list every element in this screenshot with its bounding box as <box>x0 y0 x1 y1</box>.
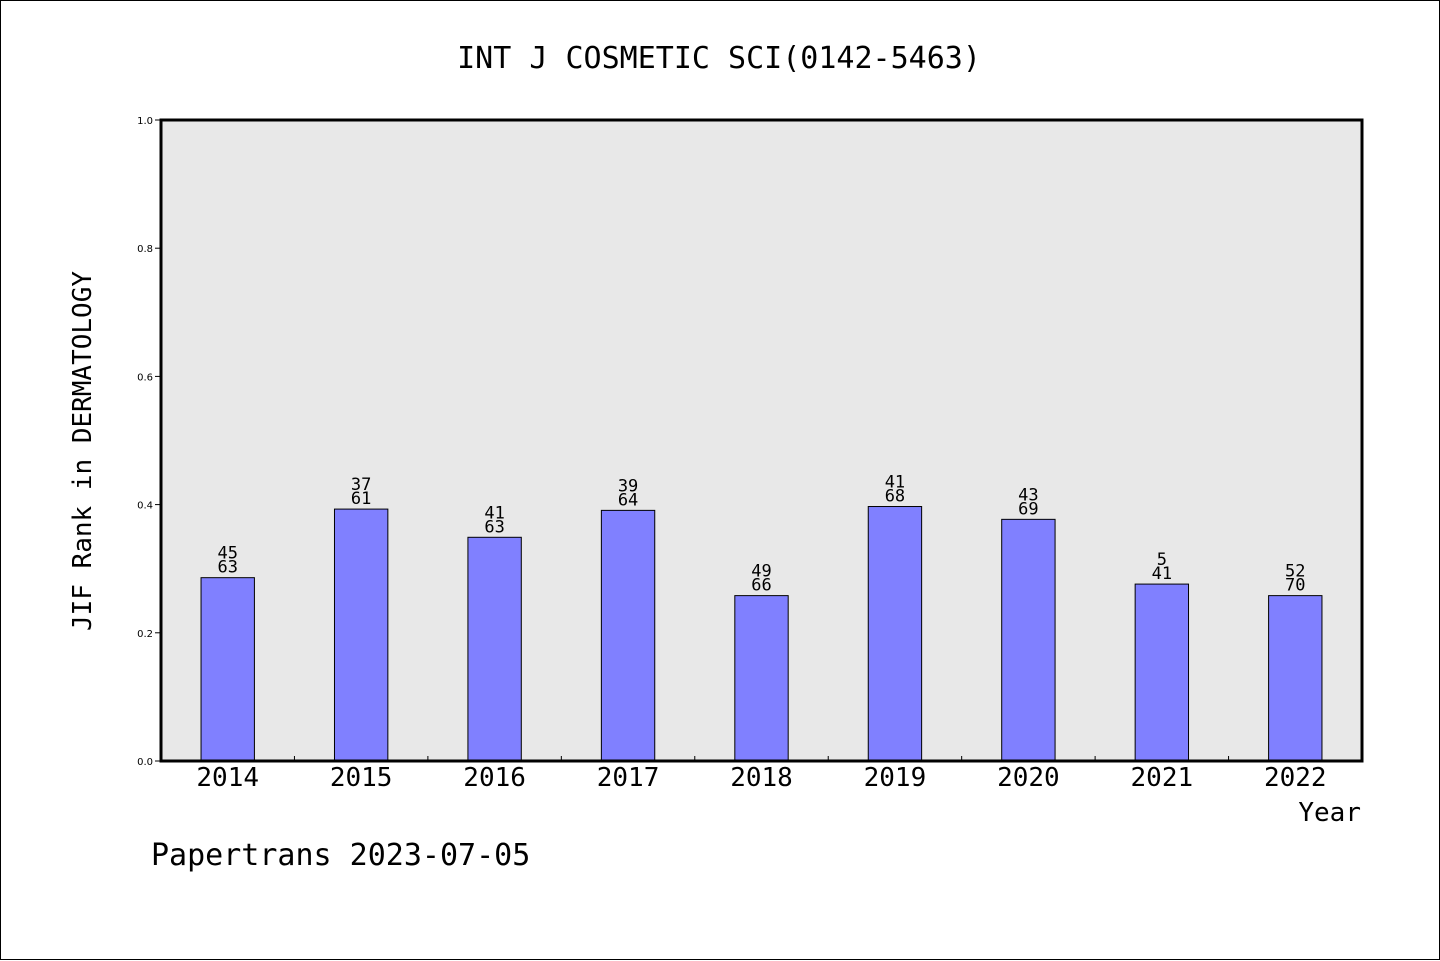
bar-rank-label: 39 <box>618 476 638 496</box>
x-tick-label: 2017 <box>597 763 660 793</box>
bar-total-label: 63 <box>217 558 237 578</box>
bar-total-label: 63 <box>484 517 504 537</box>
x-tick-label: 2018 <box>730 763 793 793</box>
x-tick-label: 2019 <box>864 763 927 793</box>
y-axis-label: JIF Rank in DERMATOLOGY <box>68 271 98 631</box>
y-tick-label: 1.0 <box>137 116 153 127</box>
x-tick-labels: 2014 2015 2016 2017 2018 2019 2020 2021 2022 <box>196 763 1326 793</box>
bar-rank-label: 52 <box>1285 562 1305 582</box>
x-tick-label: 2021 <box>1131 763 1194 793</box>
y-tick-label: 0.2 <box>137 629 153 640</box>
chart-title: INT J COSMETIC SCI(0142-5463) <box>457 41 981 76</box>
bar-rank-label: 41 <box>484 503 504 523</box>
y-tick-label: 0.8 <box>137 244 153 255</box>
bar-rank-label: 49 <box>751 562 771 582</box>
x-tick-label: 2020 <box>997 763 1060 793</box>
bar-total-label: 61 <box>351 489 371 509</box>
bar-total-label: 64 <box>618 490 638 510</box>
bar-total-label: 66 <box>751 576 771 596</box>
bar-2021 <box>1134 583 1190 762</box>
x-axis-label: Year <box>1298 798 1361 828</box>
bar-total-label: 41 <box>1152 564 1172 584</box>
bar-rank-label: 41 <box>885 473 905 493</box>
bar-2019 <box>867 506 923 762</box>
bar-rank-label: 43 <box>1018 485 1038 505</box>
bar-total-label: 70 <box>1285 576 1305 596</box>
bar-2020 <box>1001 518 1056 762</box>
x-tick-label: 2016 <box>463 763 526 793</box>
bar-total-label: 68 <box>885 487 905 507</box>
bar-rank-label: 5 <box>1157 550 1167 570</box>
bars-group <box>200 506 1323 762</box>
y-tick-label: 0.4 <box>137 501 153 512</box>
bar-total-label: 69 <box>1018 499 1038 519</box>
plot-border <box>159 118 1364 763</box>
bar-2017 <box>600 509 656 762</box>
bar-2022 <box>1268 595 1323 762</box>
bar-2016 <box>467 536 522 762</box>
bar-rank-label: 37 <box>351 475 371 495</box>
x-tick-label: 2015 <box>330 763 393 793</box>
y-tick-label: 0.6 <box>137 372 153 383</box>
footer-credit: Papertrans 2023-07-05 <box>151 838 530 873</box>
y-tick-label: 0.0 <box>137 757 153 768</box>
bar-rank-label: 45 <box>217 544 237 564</box>
bar-2014 <box>200 577 255 762</box>
x-tick-label: 2022 <box>1264 763 1327 793</box>
x-tick-label: 2014 <box>196 763 259 793</box>
y-axis-ticks: 0.0 0.2 0.4 0.6 0.8 1.0 <box>137 116 161 768</box>
bar-2015 <box>333 508 389 762</box>
bar-2018 <box>734 595 789 762</box>
